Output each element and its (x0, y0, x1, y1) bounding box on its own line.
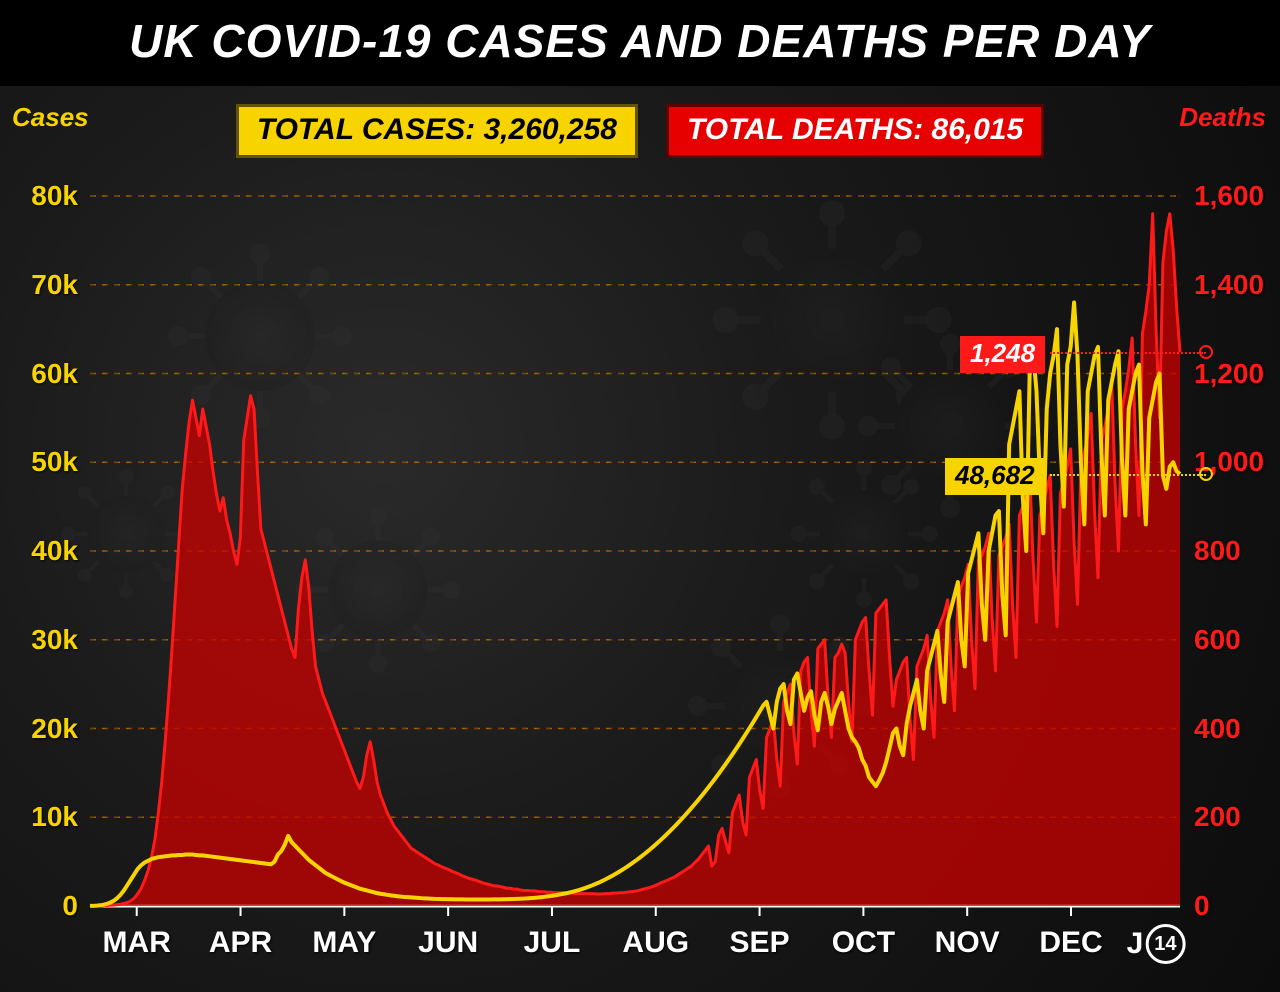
x-month-label: DEC (1039, 926, 1102, 960)
x-month-label: JUL (524, 926, 581, 960)
x-month-label: SEP (730, 926, 790, 960)
y-right-tick: 1,600 (1194, 180, 1274, 212)
x-month-label: MAR (103, 926, 171, 960)
deaths-callout: 1,248 (960, 336, 1045, 373)
deaths-callout-line (1050, 352, 1206, 354)
totals-row: TOTAL CASES: 3,260,258 TOTAL DEATHS: 86,… (0, 104, 1280, 158)
deaths-callout-dot (1199, 345, 1213, 359)
y-left-tick: 70k (8, 269, 78, 301)
y-right-tick: 600 (1194, 624, 1274, 656)
x-month-label: JUN (418, 926, 478, 960)
y-left-tick: 20k (8, 713, 78, 745)
x-month-label: AUG (622, 926, 689, 960)
y-left-tick: 40k (8, 535, 78, 567)
end-month-letter: J (1127, 927, 1144, 961)
x-month-label: NOV (935, 926, 1000, 960)
x-month-label: OCT (832, 926, 895, 960)
y-right-tick: 400 (1194, 713, 1274, 745)
cases-callout-line (1050, 474, 1206, 476)
x-month-label: MAY (312, 926, 376, 960)
title-bar: UK COVID-19 CASES AND DEATHS PER DAY (0, 0, 1280, 88)
y-left-tick: 30k (8, 624, 78, 656)
y-right-tick: 1,400 (1194, 269, 1274, 301)
y-right-tick: 200 (1194, 801, 1274, 833)
infographic-frame: UK COVID-19 CASES AND DEATHS PER DAY (0, 0, 1280, 992)
y-right-tick: 0 (1194, 890, 1274, 922)
y-right-tick: 800 (1194, 535, 1274, 567)
y-right-tick: 1,200 (1194, 358, 1274, 390)
chart-area: Cases Deaths TOTAL CASES: 3,260,258 TOTA… (0, 86, 1280, 992)
cases-callout-dot (1199, 467, 1213, 481)
cases-callout: 48,682 (945, 458, 1045, 495)
y-left-tick: 10k (8, 801, 78, 833)
page-title: UK COVID-19 CASES AND DEATHS PER DAY (129, 15, 1151, 67)
end-date-marker: J 14 (1127, 924, 1186, 964)
total-deaths-badge: TOTAL DEATHS: 86,015 (666, 104, 1044, 158)
y-left-tick: 60k (8, 358, 78, 390)
plot-svg (0, 86, 1280, 992)
y-left-tick: 50k (8, 446, 78, 478)
y-left-tick: 80k (8, 180, 78, 212)
end-day-circle: 14 (1145, 924, 1185, 964)
y-left-tick: 0 (8, 890, 78, 922)
total-cases-badge: TOTAL CASES: 3,260,258 (236, 104, 638, 158)
x-month-label: APR (209, 926, 272, 960)
